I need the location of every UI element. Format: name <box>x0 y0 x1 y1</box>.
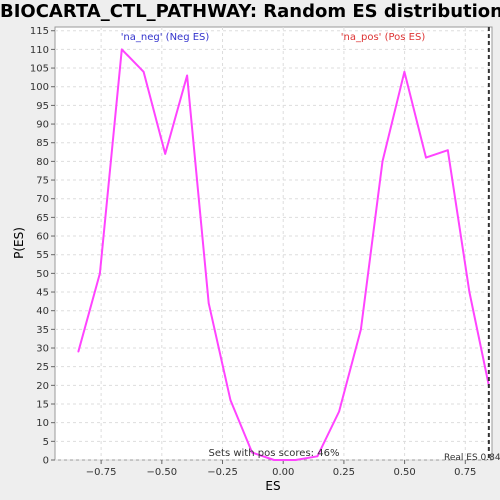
y-tick-label: 80 <box>36 157 49 168</box>
y-tick-label: 75 <box>36 176 49 187</box>
data-point <box>99 272 101 275</box>
data-point <box>77 350 80 353</box>
y-tick-label: 15 <box>36 400 49 411</box>
chart-title: BIOCARTA_CTL_PATHWAY: Random ES distribu… <box>0 1 500 22</box>
axes: 0 5 10 15 20 25 30 35 40 45 50 55 60 65 70 75 80 85 90 95 10… <box>30 26 477 478</box>
data-point <box>229 399 232 402</box>
y-tick-label: 10 <box>36 418 49 429</box>
x-tick-label: 0.75 <box>454 467 476 478</box>
x-tick-label: −0.50 <box>146 467 177 478</box>
y-tick-label: 40 <box>36 306 49 317</box>
y-tick-label: 105 <box>30 64 49 75</box>
y-tick-label: 45 <box>36 288 49 299</box>
data-point <box>207 302 210 305</box>
y-tick-label: 100 <box>30 82 49 93</box>
data-point <box>403 70 406 73</box>
x-tick-label: 0.50 <box>393 467 415 478</box>
data-point <box>316 455 319 458</box>
x-axis-label: ES <box>265 479 280 493</box>
y-tick-label: 60 <box>36 232 49 243</box>
data-point <box>425 156 427 159</box>
y-tick-label: 5 <box>43 437 49 448</box>
y-tick-label: 35 <box>36 325 49 336</box>
data-point <box>120 48 123 51</box>
y-tick-label: 115 <box>30 26 49 37</box>
y-tick-label: 50 <box>36 269 49 280</box>
data-point <box>294 459 297 461</box>
y-tick-label: 65 <box>36 213 49 224</box>
pos-es-label: 'na_pos' (Pos ES) <box>341 32 426 43</box>
data-point <box>381 160 384 163</box>
y-tick-label: 0 <box>43 456 49 467</box>
y-tick-label: 70 <box>36 194 49 205</box>
x-tick-label: 0.25 <box>333 467 355 478</box>
x-tick-label: 0.00 <box>272 467 294 478</box>
real-es-label: Real ES 0.847 <box>444 453 500 463</box>
data-point <box>360 328 362 331</box>
data-point <box>164 153 167 155</box>
data-point <box>142 70 145 73</box>
data-point <box>251 451 253 454</box>
pos-scores-footer: Sets with pos scores: 46% <box>209 448 340 459</box>
y-tick-label: 30 <box>36 344 49 355</box>
y-tick-label: 55 <box>36 250 49 261</box>
y-tick-label: 85 <box>36 138 49 149</box>
y-tick-label: 25 <box>36 362 49 373</box>
y-tick-label: 110 <box>30 45 49 56</box>
neg-es-label: 'na_neg' (Neg ES) <box>121 32 210 43</box>
data-point <box>468 291 471 293</box>
series-layer <box>77 48 490 461</box>
x-tick-label: −0.25 <box>207 467 238 478</box>
x-tick-label: −0.75 <box>86 467 117 478</box>
data-point <box>447 149 449 151</box>
es-distribution-line <box>77 48 490 461</box>
y-tick-label: 20 <box>36 381 49 392</box>
plot-area <box>54 26 493 461</box>
data-point <box>186 74 188 77</box>
y-axis-label: P(ES) <box>12 227 26 259</box>
data-point <box>338 410 340 413</box>
y-tick-label: 95 <box>36 101 49 112</box>
data-point <box>273 459 275 461</box>
grid <box>55 27 492 461</box>
y-tick-label: 90 <box>36 120 49 131</box>
